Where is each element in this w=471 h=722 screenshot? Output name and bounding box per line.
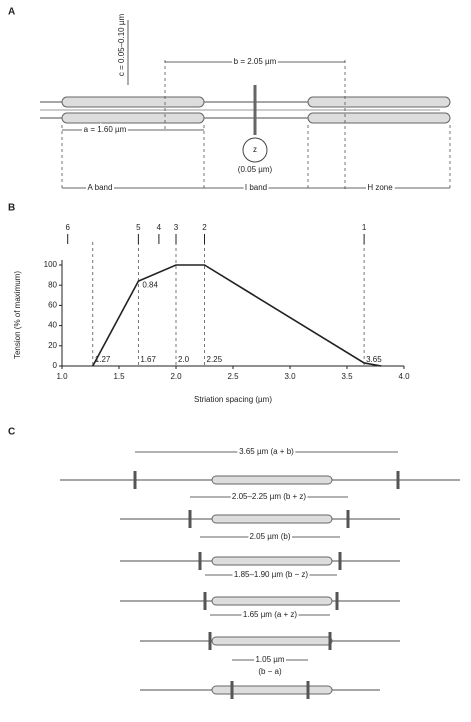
data-label: 0.84 — [142, 280, 158, 289]
position-label: 4 — [157, 223, 162, 232]
panel-label: B — [8, 203, 15, 214]
y-tick-label: 0 — [53, 361, 58, 370]
x-tick-label: 1.5 — [113, 372, 125, 381]
position-label: 1 — [362, 223, 367, 232]
z-line — [396, 471, 400, 489]
length-label: b = 2.05 µm — [234, 57, 277, 66]
y-tick-label: 60 — [48, 301, 57, 310]
length-label: (b − a) — [258, 667, 282, 676]
x-tick-label: 3.5 — [341, 372, 353, 381]
position-label: 6 — [65, 223, 70, 232]
z-line — [230, 681, 234, 699]
x-tick-label: 2.5 — [227, 372, 239, 381]
length-label: 3.65 µm (a + b) — [239, 447, 294, 456]
panel-label: A — [8, 7, 15, 18]
band-label: I band — [245, 183, 267, 192]
z-line — [208, 632, 212, 650]
sarcomere-diagram — [40, 20, 451, 190]
thick-filament — [211, 514, 333, 524]
thick-filament — [211, 475, 333, 485]
panel-label: C — [8, 427, 15, 438]
x-axis-title: Striation spacing (µm) — [194, 395, 272, 404]
band-label: A band — [88, 183, 113, 192]
z-line — [203, 592, 207, 610]
length-label: 2.05 µm (b) — [249, 532, 290, 541]
length-label: 1.65 µm (a + z) — [243, 610, 298, 619]
z-line — [188, 510, 192, 528]
reference-label: 1.27 — [95, 355, 111, 364]
position-label: 5 — [136, 223, 141, 232]
reference-label: 2.25 — [207, 355, 223, 364]
y-tick-label: 20 — [48, 341, 57, 350]
z-label: z — [253, 145, 257, 154]
thick-filament — [211, 685, 333, 695]
y-tick-label: 100 — [44, 260, 58, 269]
y-tick-label: 80 — [48, 280, 57, 289]
position-label: 3 — [174, 223, 179, 232]
x-tick-label: 3.0 — [284, 372, 296, 381]
z-line — [338, 552, 342, 570]
z-line — [328, 632, 332, 650]
position-label: 2 — [202, 223, 207, 232]
length-label: 1.85–1.90 µm (b − z) — [234, 570, 309, 579]
z-line — [335, 592, 339, 610]
y-axis-title: Tension (% of maximum) — [13, 271, 22, 359]
x-tick-label: 2.0 — [170, 372, 182, 381]
z-length: (0.05 µm) — [238, 165, 273, 174]
z-line — [346, 510, 350, 528]
length-label: 2.05–2.25 µm (b + z) — [232, 492, 307, 501]
length-label: a = 1.60 µm — [84, 125, 127, 134]
x-tick-label: 1.0 — [56, 372, 68, 381]
tension-line — [92, 264, 382, 367]
reference-label: 2.0 — [178, 355, 190, 364]
z-line — [306, 681, 310, 699]
reference-label: 3.65 — [366, 355, 382, 364]
reference-label: 1.67 — [140, 355, 156, 364]
x-tick-label: 4.0 — [398, 372, 410, 381]
band-label: H zone — [367, 183, 393, 192]
thick-filament — [211, 556, 333, 566]
z-line — [198, 552, 202, 570]
length-label: 1.05 µm — [255, 655, 284, 664]
thick-filament — [211, 596, 333, 606]
thick-filament — [211, 636, 333, 646]
z-line — [133, 471, 137, 489]
y-tick-label: 40 — [48, 321, 57, 330]
length-label: c = 0.05–0.10 µm — [117, 14, 126, 77]
